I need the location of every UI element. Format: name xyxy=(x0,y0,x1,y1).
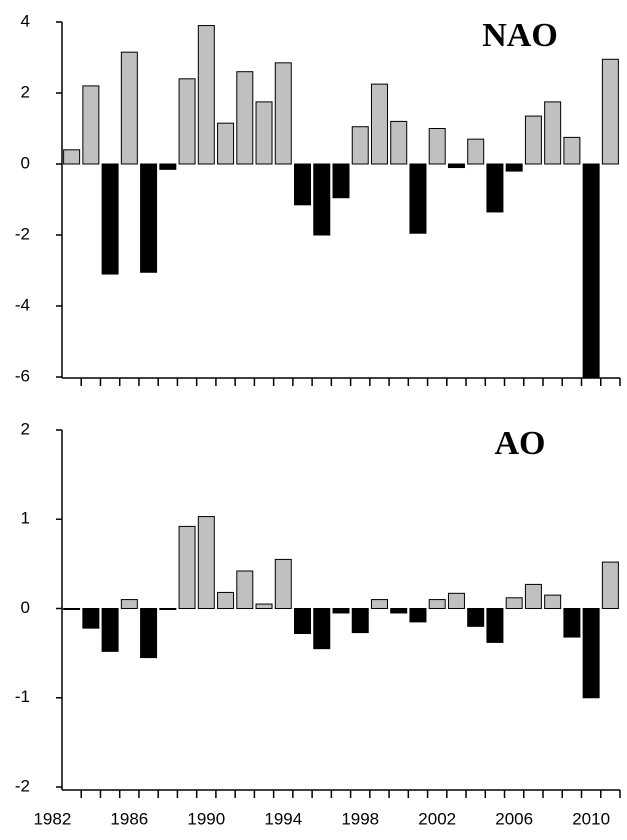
x-tick-label: 1982 xyxy=(33,809,71,828)
bar xyxy=(332,608,350,614)
bar xyxy=(159,163,177,170)
bar xyxy=(178,78,196,165)
bar xyxy=(274,558,292,609)
bar xyxy=(544,101,562,165)
bar xyxy=(582,608,600,699)
bar xyxy=(236,71,254,165)
chart-title: NAO xyxy=(482,17,558,54)
y-tick-label: 2 xyxy=(21,419,30,438)
x-tick-label: 1990 xyxy=(187,809,225,828)
y-tick-label: 2 xyxy=(21,82,30,101)
y-tick-label: 0 xyxy=(21,153,30,172)
x-tick-label: 2006 xyxy=(495,809,533,828)
bar xyxy=(197,516,215,610)
chart-title: AO xyxy=(495,425,546,462)
bar xyxy=(428,599,446,610)
bar xyxy=(313,163,331,236)
y-tick-label: 1 xyxy=(21,509,30,528)
bar xyxy=(447,592,465,610)
bar xyxy=(486,163,504,213)
bar xyxy=(120,51,138,165)
y-tick-label: -2 xyxy=(15,776,30,795)
bar xyxy=(467,138,485,165)
y-tick-label: -1 xyxy=(15,687,30,706)
bar xyxy=(370,599,388,610)
bar xyxy=(159,608,177,610)
bar xyxy=(120,599,138,610)
y-tick-label: 4 xyxy=(21,11,30,30)
x-tick-label: 1986 xyxy=(110,809,148,828)
x-tick-label: 2002 xyxy=(418,809,456,828)
bar xyxy=(505,163,523,172)
bar xyxy=(178,525,196,610)
bar xyxy=(505,597,523,609)
bar xyxy=(524,583,542,610)
bar xyxy=(601,561,619,610)
bar xyxy=(601,58,619,165)
bar xyxy=(255,603,273,609)
bar xyxy=(428,128,446,165)
bar xyxy=(217,122,235,165)
bar xyxy=(370,83,388,165)
bar xyxy=(563,608,581,638)
bar xyxy=(544,594,562,609)
y-tick-label: -6 xyxy=(15,366,30,385)
bar xyxy=(255,101,273,165)
bar xyxy=(101,608,119,652)
bar xyxy=(390,608,408,614)
bar xyxy=(563,136,581,165)
bar xyxy=(140,163,158,273)
bar xyxy=(274,62,292,165)
x-tick-label: 1994 xyxy=(264,809,302,828)
bar xyxy=(351,608,369,634)
y-tick-label: -4 xyxy=(15,295,30,314)
x-tick-label: 2010 xyxy=(572,809,610,828)
bar xyxy=(332,163,350,199)
bar xyxy=(582,163,600,378)
y-tick-label: 0 xyxy=(21,598,30,617)
x-tick-label: 1998 xyxy=(341,809,379,828)
bar xyxy=(140,608,158,659)
bar xyxy=(101,163,119,275)
bar xyxy=(197,25,215,165)
bar xyxy=(351,126,369,165)
bar xyxy=(82,85,100,165)
bar xyxy=(217,591,235,609)
bar xyxy=(294,608,312,634)
bar xyxy=(409,163,427,234)
bar xyxy=(467,608,485,627)
bar xyxy=(82,608,100,629)
bar xyxy=(409,608,427,623)
bar xyxy=(313,608,331,650)
bar xyxy=(486,608,504,643)
bar xyxy=(236,570,254,610)
y-tick-label: -2 xyxy=(15,224,30,243)
bar xyxy=(447,163,465,169)
bar xyxy=(63,608,81,610)
bar xyxy=(524,115,542,165)
bar xyxy=(390,120,408,165)
bar xyxy=(63,149,81,165)
bar xyxy=(294,163,312,206)
